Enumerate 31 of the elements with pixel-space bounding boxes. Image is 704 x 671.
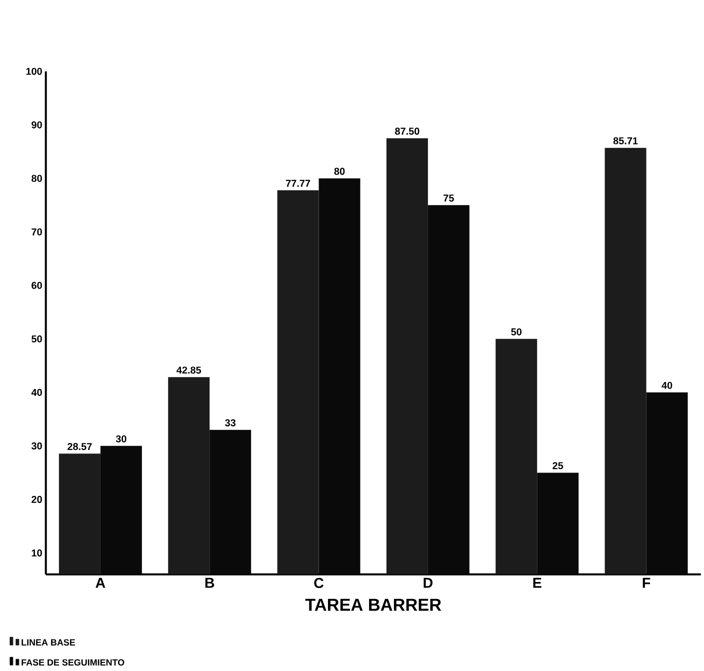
legend-label: FASE DE SEGUIMIENTO [22, 659, 124, 666]
legend-label: LINEA BASE [22, 639, 76, 646]
y-tick-label: 70 [32, 228, 42, 236]
data-label: 75 [444, 194, 454, 202]
data-label: 87.50 [395, 128, 420, 135]
x-tick-label: C [314, 578, 324, 588]
y-tick-label: 60 [32, 282, 42, 289]
data-label: 40 [662, 382, 672, 389]
y-tick-label: 10 [32, 549, 42, 556]
data-label: 25 [552, 462, 564, 470]
data-label: 85.71 [613, 137, 638, 144]
data-label: 42.85 [176, 366, 202, 374]
data-label: 33 [225, 419, 236, 426]
y-tick-label: 90 [32, 121, 42, 128]
x-tick-label: A [96, 578, 106, 588]
y-tick-label: 100 [26, 68, 42, 75]
data-label: 50 [511, 328, 522, 336]
x-tick-label: E [533, 578, 542, 588]
y-tick-label: 50 [32, 335, 42, 342]
y-tick-label: 40 [31, 388, 42, 396]
data-label: 80 [334, 168, 345, 175]
data-label: 77.77 [286, 180, 310, 187]
x-axis-title: TAREA BARRER [305, 598, 442, 611]
data-label: 30 [116, 435, 126, 442]
y-tick-label: 30 [31, 442, 42, 450]
x-tick-label: B [205, 578, 214, 588]
y-tick-label: 80 [32, 174, 42, 182]
x-tick-label: D [424, 578, 433, 588]
y-tick-label: 20 [32, 496, 42, 503]
data-label: 28.57 [68, 443, 92, 450]
x-tick-label: F [642, 578, 650, 588]
